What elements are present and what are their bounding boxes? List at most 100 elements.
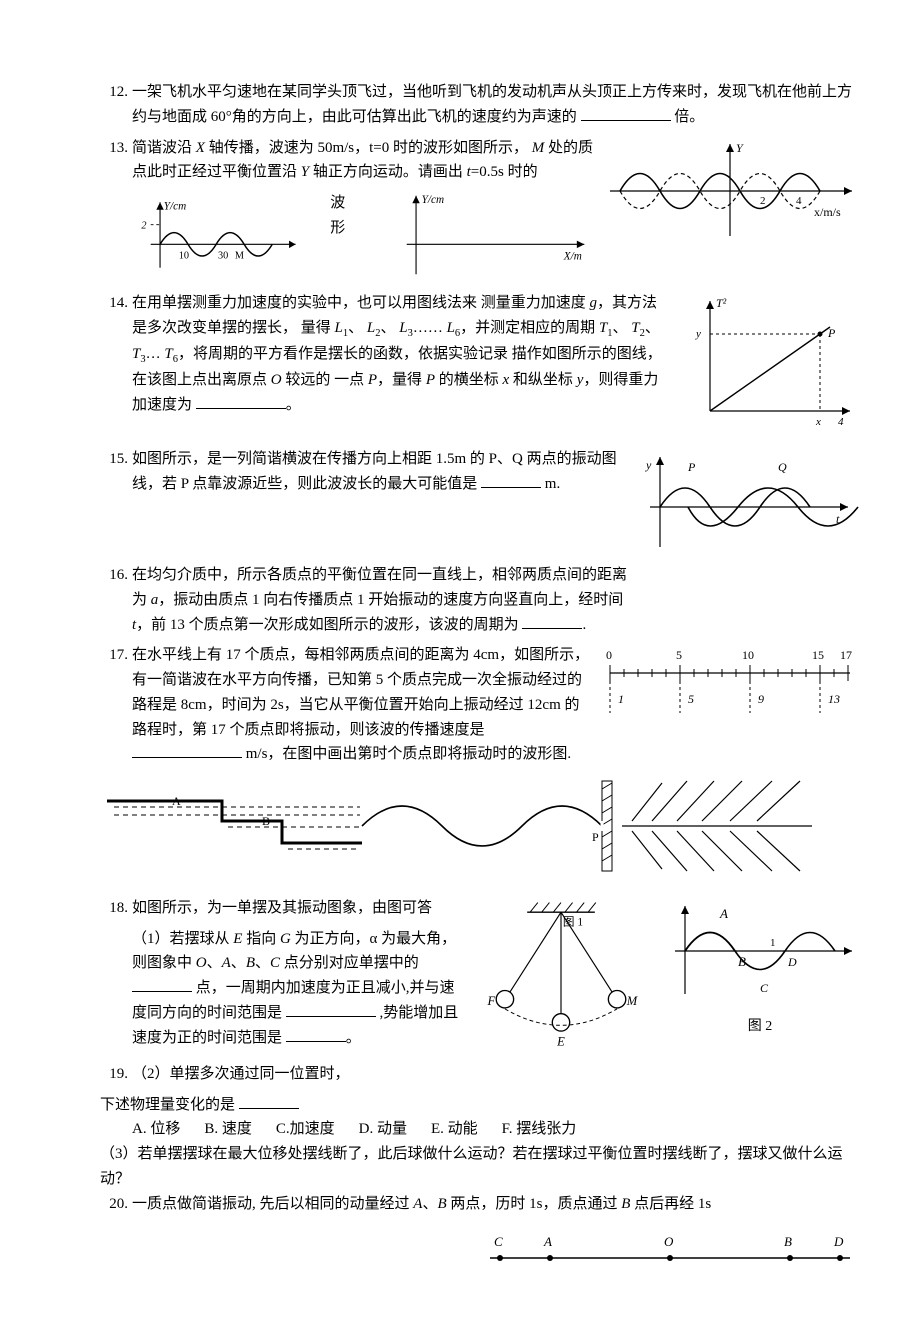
q16-blank <box>522 613 582 629</box>
q15-body: y t P Q 如图所示，是一列简谐横波在传播方向上相距 1.5m 的 P、Q … <box>132 447 860 557</box>
q19-optA: A. 位移 <box>132 1117 180 1142</box>
q14-h: 、 <box>645 320 660 336</box>
q20-lC: C <box>494 1234 503 1249</box>
q18-C: C <box>270 955 280 971</box>
q16-d: . <box>582 617 586 633</box>
q20-body: 一质点做简谐振动, 先后以相同的动量经过 A、B 两点，历时 1s，质点通过 B… <box>132 1192 860 1217</box>
q18-G: G <box>280 931 291 947</box>
q14-L6: L <box>447 320 455 336</box>
q13-mini-m: M <box>235 250 244 261</box>
q19-optB: B. 速度 <box>204 1117 252 1142</box>
q18-g1: 1 <box>770 937 776 949</box>
q14-chart-figure: T² P y x 4 <box>680 291 860 441</box>
q14-blank <box>196 393 286 409</box>
q14-x: x <box>503 372 510 388</box>
q13-mini-yval: 2 <box>141 220 146 231</box>
q14-g: g <box>590 295 598 311</box>
q17-r15: 15 <box>812 648 824 662</box>
q18-body: 如图所示，为一单摆及其振动图象，由图可答 （1）若摆球从 E 指向 G 为正方向… <box>132 896 860 1056</box>
q14-chart-x: x <box>815 416 821 428</box>
q14-L2: L <box>367 320 375 336</box>
q14-chart-4: 4 <box>838 416 844 428</box>
q14-d: 、 <box>380 320 395 336</box>
q14-n: 和纵坐标 <box>513 372 573 388</box>
q19-optD: D. 动量 <box>359 1117 407 1142</box>
q15-number: 15. <box>100 447 132 472</box>
q13-rw-ylabel: Y <box>736 141 744 155</box>
q14-O: O <box>271 372 282 388</box>
q13-xvar: X <box>196 140 205 156</box>
q15-blank <box>481 472 541 488</box>
q19-optE: E. 动能 <box>431 1117 478 1142</box>
q14-k: 较远的 一点 <box>285 372 364 388</box>
q13-empty-axes-figure: Y/cm X/m <box>388 185 594 285</box>
q18-bl1 <box>132 976 192 992</box>
q17-low-P: P <box>592 830 599 844</box>
q13-miniwave-figure: Y/cm 2 10 30 M <box>132 190 300 280</box>
q17-unit: m/s，在图中画出第时个质点即将振动时的波形图. <box>246 746 571 762</box>
q20-B: B <box>437 1196 446 1212</box>
q17-lower-figure: A B P <box>102 771 822 881</box>
q13-right-wave-figure: Y x/m/s 2 4 <box>600 136 860 246</box>
q16-body: 在均匀介质中，所示各质点的平衡位置在同一直线上，相邻两质点间的距离为 a，振动由… <box>132 563 632 637</box>
q16-number: 16. <box>100 563 132 588</box>
q13-text-b: 轴传播，波速为 50m/s，t=0 时的波形如图所示， <box>209 140 528 156</box>
q17-r17: 17 <box>840 648 852 662</box>
q13-text-d: 轴正方向运动。请画出 <box>313 164 463 180</box>
q18-number: 18. <box>100 896 132 921</box>
q18-p1d: 点分别对应单摆中的 <box>284 955 419 971</box>
q20-lD: D <box>833 1234 844 1249</box>
q16-b: ，振动由质点 1 向右传播质点 1 开始振动的速度方向竖直向上，经时间 <box>158 592 623 608</box>
q14-c: 、 <box>348 320 363 336</box>
q13-mini-ylabel: Y/cm <box>164 201 186 213</box>
q19-b: 下述物理量变化的是 <box>100 1097 235 1113</box>
q14-T6: T <box>164 346 172 362</box>
q17-ri9: 9 <box>758 692 764 706</box>
q18-graph2-figure: A B C D 1 <box>660 896 860 1006</box>
q12-body: 一架飞机水平匀速地在某同学头顶飞过，当他听到飞机的发动机声从头顶正上方传来时，发… <box>132 80 860 130</box>
q13-rw-xlabel: x/m/s <box>814 205 841 219</box>
q17-blank <box>132 742 242 758</box>
q12-text: 一架飞机水平匀速地在某同学头顶飞过，当他听到飞机的发动机声从头顶正上方传来时，发… <box>132 84 852 125</box>
q19-p3: （3）若单摆摆球在最大位移处摆线断了，此后球做什么运动？若在摆球过平衡位置时摆线… <box>100 1146 843 1187</box>
q14-l: ，量得 <box>377 372 422 388</box>
q14-number: 14. <box>100 291 132 316</box>
q20-line-figure: C A O B D <box>480 1228 860 1272</box>
q17-ri5: 5 <box>688 692 694 706</box>
q14-m: 的横坐标 <box>439 372 499 388</box>
q20-lA: A <box>543 1234 552 1249</box>
q20-lB: B <box>784 1234 792 1249</box>
q14-g2: 、 <box>613 320 628 336</box>
q13-rw-tick1: 2 <box>760 195 766 207</box>
q19-number: 19. <box>100 1062 132 1087</box>
q14-i: … <box>146 346 161 362</box>
q18-gB: B <box>738 954 746 969</box>
q16-c: ，前 13 个质点第一次形成如图所示的波形，该波的周期为 <box>136 617 519 633</box>
q18-bl2 <box>286 1001 376 1017</box>
q17-number: 17. <box>100 643 132 668</box>
q20-number: 20. <box>100 1192 132 1217</box>
q17-ruler-figure: 0 5 10 15 17 1 5 9 13 <box>600 643 860 723</box>
q15-unit: m. <box>545 476 560 492</box>
q14-p: 。 <box>286 397 301 413</box>
q19-body: （2）单摆多次通过同一位置时， <box>132 1062 860 1087</box>
q12-suffix: 倍。 <box>674 109 704 125</box>
q12-blank <box>581 105 671 121</box>
q20-B2: B <box>621 1196 630 1212</box>
q18-plabel: 图 1 <box>563 915 583 928</box>
q13-text-f: 波形 <box>330 191 358 241</box>
q18-pM: M <box>626 994 639 1008</box>
q14-body: T² P y x 4 在用单摆测重力加速度的实验中，也可以用图线法来 测量重力加… <box>132 291 860 441</box>
q19-blank <box>239 1093 299 1109</box>
q14-L3: L <box>399 320 407 336</box>
q13-mini-x1: 10 <box>179 250 189 261</box>
q14-chart-y: y <box>695 328 701 340</box>
q18-a: 如图所示，为一单摆及其振动图象，由图可答 <box>132 896 462 921</box>
q13-body: Y x/m/s 2 4 简谐波沿 X 轴传播，波速为 50m/s，t=0 时的波… <box>132 136 860 286</box>
q20-b: 两点，历时 1s，质点通过 <box>450 1196 617 1212</box>
q15-P: P <box>687 460 696 474</box>
q13-mini-x2: 30 <box>218 250 228 261</box>
q18-gD: D <box>787 955 797 969</box>
q14-chart-P: P <box>827 326 836 340</box>
q18-pF: F <box>487 994 496 1008</box>
